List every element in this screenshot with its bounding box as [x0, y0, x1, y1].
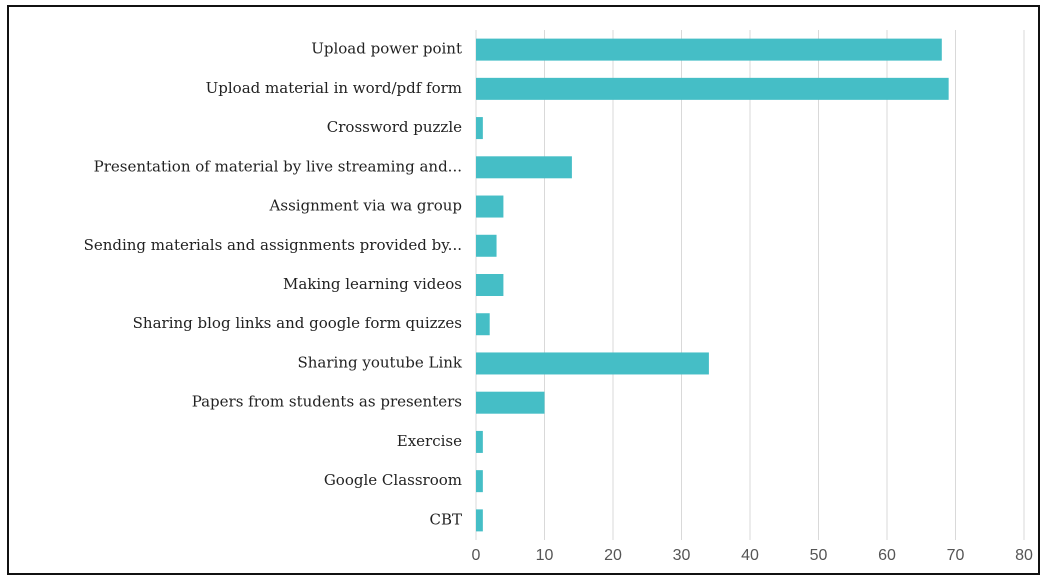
x-tick-label: 0 — [472, 547, 481, 564]
x-tick-label: 50 — [810, 547, 828, 564]
bar — [476, 77, 949, 100]
y-tick-label: Upload material in word/pdf form — [206, 79, 462, 97]
x-tick-label: 80 — [1015, 547, 1033, 564]
x-tick-label: 40 — [741, 547, 759, 564]
bar — [476, 274, 504, 296]
y-tick-label: Sharing blog links and google form quizz… — [133, 314, 462, 332]
y-tick-label: Exercise — [397, 432, 462, 450]
y-tick-label: Papers from students as presenters — [192, 393, 462, 411]
bar — [476, 117, 483, 140]
bar — [476, 195, 504, 218]
y-tick-label: Making learning videos — [283, 275, 462, 293]
frame — [7, 5, 1040, 575]
y-tick-label: Sending materials and assignments provid… — [84, 236, 462, 254]
bar — [476, 38, 942, 61]
x-tick-label: 10 — [536, 547, 554, 564]
y-tick-label: Upload power point — [311, 40, 462, 58]
y-tick-label: Assignment via wa group — [269, 197, 462, 215]
y-tick-label: Presentation of material by live streami… — [94, 157, 462, 175]
bar — [476, 234, 497, 257]
bar — [476, 391, 545, 414]
bar — [476, 156, 572, 179]
bar — [476, 430, 483, 453]
bar — [476, 509, 483, 532]
bar — [476, 352, 709, 375]
y-tick-label: Sharing youtube Link — [298, 353, 463, 371]
x-tick-label: 60 — [878, 547, 896, 564]
x-tick-label: 20 — [604, 547, 622, 564]
y-tick-label: Crossword puzzle — [327, 118, 462, 136]
x-tick-label: 30 — [673, 547, 691, 564]
bar — [476, 313, 490, 336]
x-tick-label: 70 — [947, 547, 965, 564]
y-tick-label: Google Classroom — [324, 471, 462, 489]
bar — [476, 470, 483, 493]
y-tick-label: CBT — [429, 510, 462, 528]
